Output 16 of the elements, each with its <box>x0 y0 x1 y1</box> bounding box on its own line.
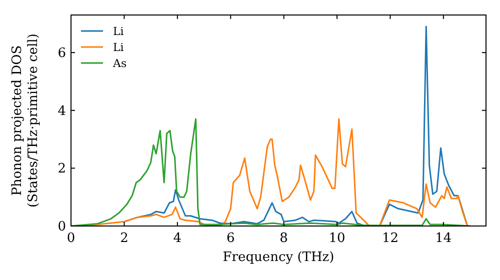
legend-label: Li <box>113 41 124 54</box>
x-tick-label: 4 <box>173 231 182 246</box>
legend-label: Li <box>113 25 124 38</box>
x-tick-label: 8 <box>280 231 288 246</box>
x-tick-label: 2 <box>120 231 128 246</box>
x-tick-label: 6 <box>226 231 235 246</box>
x-tick-label: 10 <box>328 231 346 246</box>
x-tick-label: 12 <box>382 231 399 246</box>
legend-label: As <box>112 57 127 70</box>
y-tick-label: 4 <box>58 104 66 119</box>
y-tick-label: 2 <box>58 162 66 177</box>
y-axis-title: Phonon projected DOS (States/THz·primitive cell) <box>10 33 41 208</box>
x-axis-title: Frequency (THz) <box>222 250 334 265</box>
y-tick-label: 6 <box>58 46 66 62</box>
x-tick-label: 14 <box>435 231 452 246</box>
y-tick-label: 0 <box>58 220 66 234</box>
